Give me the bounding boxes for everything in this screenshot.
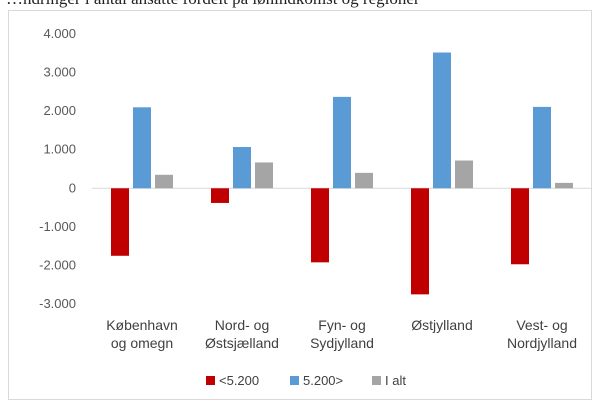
category-label: Fyn- og (318, 317, 365, 333)
bar-0-4 (511, 188, 529, 265)
y-tick-label: -2.000 (39, 257, 76, 272)
y-tick-label: -3.000 (39, 296, 76, 311)
legend-swatch-0 (206, 376, 215, 385)
legend-swatch-1 (290, 376, 299, 385)
y-tick-label: -1.000 (39, 219, 76, 234)
legend-label: I alt (385, 373, 406, 388)
bar-1-1 (233, 147, 251, 189)
category-label: Nordjylland (507, 335, 577, 351)
legend: <5.200 5.200> I alt (206, 373, 406, 388)
legend-swatch-2 (372, 376, 381, 385)
category-label: Sydjylland (310, 335, 374, 351)
category-label: København (106, 317, 178, 333)
bar-2-0 (155, 174, 173, 189)
bar-1-0 (133, 107, 151, 189)
caption-fragment: …ndringer i antal ansatte fordelt på løn… (0, 0, 598, 8)
y-tick-label: 2.000 (43, 103, 76, 118)
category-label: Østsjælland (205, 335, 279, 351)
bar-0-2 (311, 188, 329, 263)
bar-2-4 (555, 182, 573, 189)
caption-text: …ndringer i antal ansatte fordelt på løn… (6, 0, 420, 8)
legend-label: 5.200> (303, 373, 343, 388)
bar-0-0 (111, 188, 129, 256)
y-tick-label: 0 (69, 180, 76, 195)
category-label: Vest- og (516, 317, 567, 333)
bar-1-3 (433, 52, 451, 189)
category-label: Østjylland (411, 317, 472, 333)
bars-group (111, 52, 573, 295)
y-tick-label: 1.000 (43, 142, 76, 157)
y-axis-ticks: 4.000 3.000 2.000 1.000 0 -1.000 -2.000 -3.000 (39, 26, 76, 311)
bar-0-3 (411, 188, 429, 295)
legend-label: <5.200 (219, 373, 259, 388)
bar-2-2 (355, 172, 373, 189)
category-label: og omegn (111, 335, 173, 351)
y-tick-label: 3.000 (43, 65, 76, 80)
bar-2-3 (455, 160, 473, 189)
bar-2-1 (255, 162, 273, 189)
y-tick-label: 4.000 (43, 26, 76, 41)
chart-frame (8, 10, 592, 400)
category-label: Nord- og (215, 317, 269, 333)
bar-1-2 (333, 96, 351, 189)
bar-0-1 (211, 188, 229, 203)
bar-1-4 (533, 106, 551, 189)
category-labels: København og omegn Nord- og Østsjælland Fyn-… (106, 317, 577, 351)
